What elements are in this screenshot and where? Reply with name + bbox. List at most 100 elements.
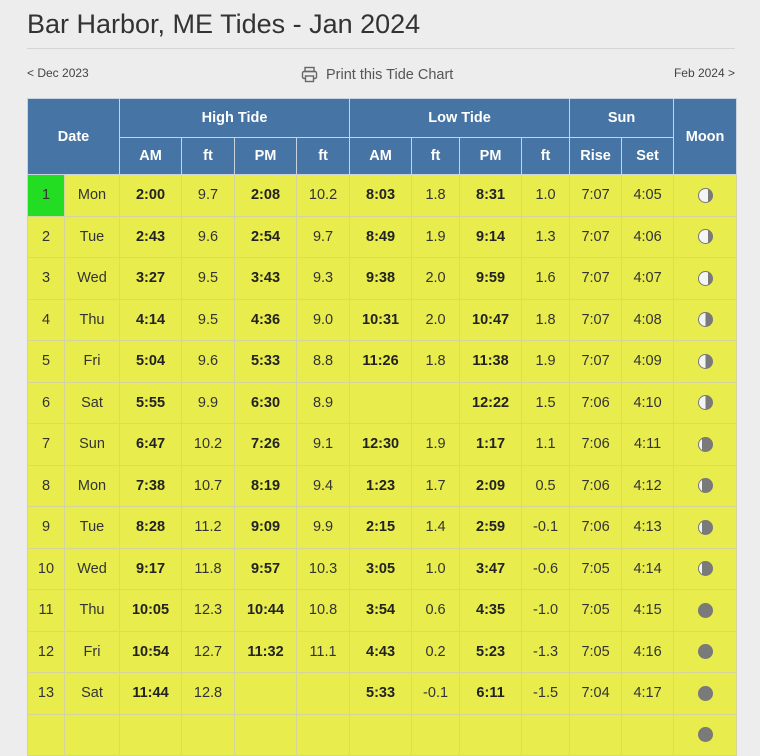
low-pm-time (459, 713, 523, 756)
table-row: 2 Tue 2:43 9.6 2:54 9.7 8:49 1.9 9:14 1.3 7:07 4:06 (27, 215, 738, 258)
low-am-time (349, 713, 413, 756)
sunset-time: 4:07 (621, 257, 675, 300)
high-am-time: 5:55 (119, 381, 182, 424)
low-am-height: 1.9 (411, 215, 461, 258)
low-pm-time: 1:17 (459, 423, 523, 466)
high-am-height: 9.7 (181, 174, 235, 217)
sunrise-time: 7:07 (569, 174, 623, 217)
low-pm-time: 4:35 (459, 589, 523, 632)
weekday-cell: Tue (64, 215, 120, 258)
day-cell: 10 (27, 547, 65, 590)
low-pm-height: -0.6 (521, 547, 571, 590)
high-am-height: 12.8 (181, 672, 235, 715)
sunset-time: 4:11 (621, 423, 675, 466)
header-low-am-ft: ft (411, 137, 461, 175)
sunset-time: 4:16 (621, 630, 675, 673)
print-label: Print this Tide Chart (326, 66, 454, 83)
sunset-time: 4:05 (621, 174, 675, 217)
prev-month-link[interactable]: < Dec 2023 (27, 66, 89, 80)
low-pm-time: 6:11 (459, 672, 523, 715)
low-pm-height (521, 713, 571, 756)
moon-phase-icon (697, 353, 713, 369)
day-cell: 2 (27, 215, 65, 258)
sunrise-time: 7:05 (569, 630, 623, 673)
sunrise-time: 7:05 (569, 547, 623, 590)
high-am-time: 10:05 (119, 589, 182, 632)
weekday-cell: Wed (64, 257, 120, 300)
high-am-time: 11:44 (119, 672, 182, 715)
high-pm-height (295, 713, 351, 756)
high-pm-height: 9.9 (295, 506, 351, 549)
high-am-time: 6:47 (119, 423, 182, 466)
high-pm-time: 9:57 (234, 547, 297, 590)
moon-phase-icon (697, 602, 713, 618)
low-pm-height: -1.3 (521, 630, 571, 673)
header-date: Date (27, 98, 120, 175)
header-sunrise: Rise (569, 137, 623, 175)
moon-phase-icon (697, 519, 713, 535)
high-am-time: 10:54 (119, 630, 182, 673)
high-am-time (119, 713, 182, 756)
high-am-height: 9.6 (181, 215, 235, 258)
header-high-tide: High Tide (118, 98, 351, 138)
moon-cell (673, 340, 738, 383)
low-pm-time: 9:14 (459, 215, 523, 258)
high-pm-time (234, 713, 297, 756)
low-pm-time: 3:47 (459, 547, 523, 590)
low-am-time: 1:23 (349, 464, 413, 507)
sunset-time: 4:15 (621, 589, 675, 632)
sunset-time: 4:17 (621, 672, 675, 715)
low-pm-time: 9:59 (459, 257, 523, 300)
low-pm-height: -0.1 (521, 506, 571, 549)
table-row (27, 713, 738, 756)
day-cell: 5 (27, 340, 65, 383)
weekday-cell: Thu (64, 589, 120, 632)
low-am-height: -0.1 (411, 672, 461, 715)
weekday-cell: Tue (64, 506, 120, 549)
low-am-height: 2.0 (411, 298, 461, 341)
weekday-cell: Mon (64, 174, 120, 217)
sunset-time: 4:10 (621, 381, 675, 424)
low-pm-height: 1.8 (521, 298, 571, 341)
table-row: 7 Sun 6:47 10.2 7:26 9.1 12:30 1.9 1:17 1.1 7:06 4:… (27, 423, 738, 466)
low-am-time: 10:31 (349, 298, 413, 341)
next-month-link[interactable]: Feb 2024 > (673, 66, 735, 80)
low-pm-height: 1.0 (521, 174, 571, 217)
high-am-height (181, 713, 235, 756)
sunset-time: 4:13 (621, 506, 675, 549)
moon-cell (673, 547, 738, 590)
moon-phase-icon (697, 727, 713, 743)
day-cell: 8 (27, 464, 65, 507)
weekday-cell: Sun (64, 423, 120, 466)
high-am-height: 9.5 (181, 257, 235, 300)
low-pm-time: 2:09 (459, 464, 523, 507)
day-cell: 7 (27, 423, 65, 466)
high-pm-time: 2:08 (234, 174, 297, 217)
low-pm-height: -1.0 (521, 589, 571, 632)
day-cell: 13 (27, 672, 65, 715)
high-pm-height: 9.7 (295, 215, 351, 258)
low-pm-height: 1.5 (521, 381, 571, 424)
moon-phase-icon (697, 685, 713, 701)
high-am-time: 5:04 (119, 340, 182, 383)
print-button[interactable]: Print this Tide Chart (301, 66, 453, 83)
low-am-height (411, 713, 461, 756)
low-pm-height: 1.6 (521, 257, 571, 300)
table-row: 10 Wed 9:17 11.8 9:57 10.3 3:05 1.0 3:47 -0.6 7:05… (27, 547, 738, 590)
low-am-height: 1.8 (411, 174, 461, 217)
high-am-height: 9.5 (181, 298, 235, 341)
header-high-am: AM (119, 137, 182, 175)
low-am-time (349, 381, 413, 424)
day-cell: 6 (27, 381, 65, 424)
high-am-time: 2:43 (119, 215, 182, 258)
high-pm-height: 8.8 (295, 340, 351, 383)
moon-cell (673, 672, 738, 715)
high-am-time: 8:28 (119, 506, 182, 549)
low-pm-height: 1.9 (521, 340, 571, 383)
moon-phase-icon (697, 187, 713, 203)
moon-cell (673, 630, 738, 673)
high-pm-time: 3:43 (234, 257, 297, 300)
high-pm-time: 9:09 (234, 506, 297, 549)
sunset-time (621, 713, 675, 756)
low-am-height: 1.7 (411, 464, 461, 507)
